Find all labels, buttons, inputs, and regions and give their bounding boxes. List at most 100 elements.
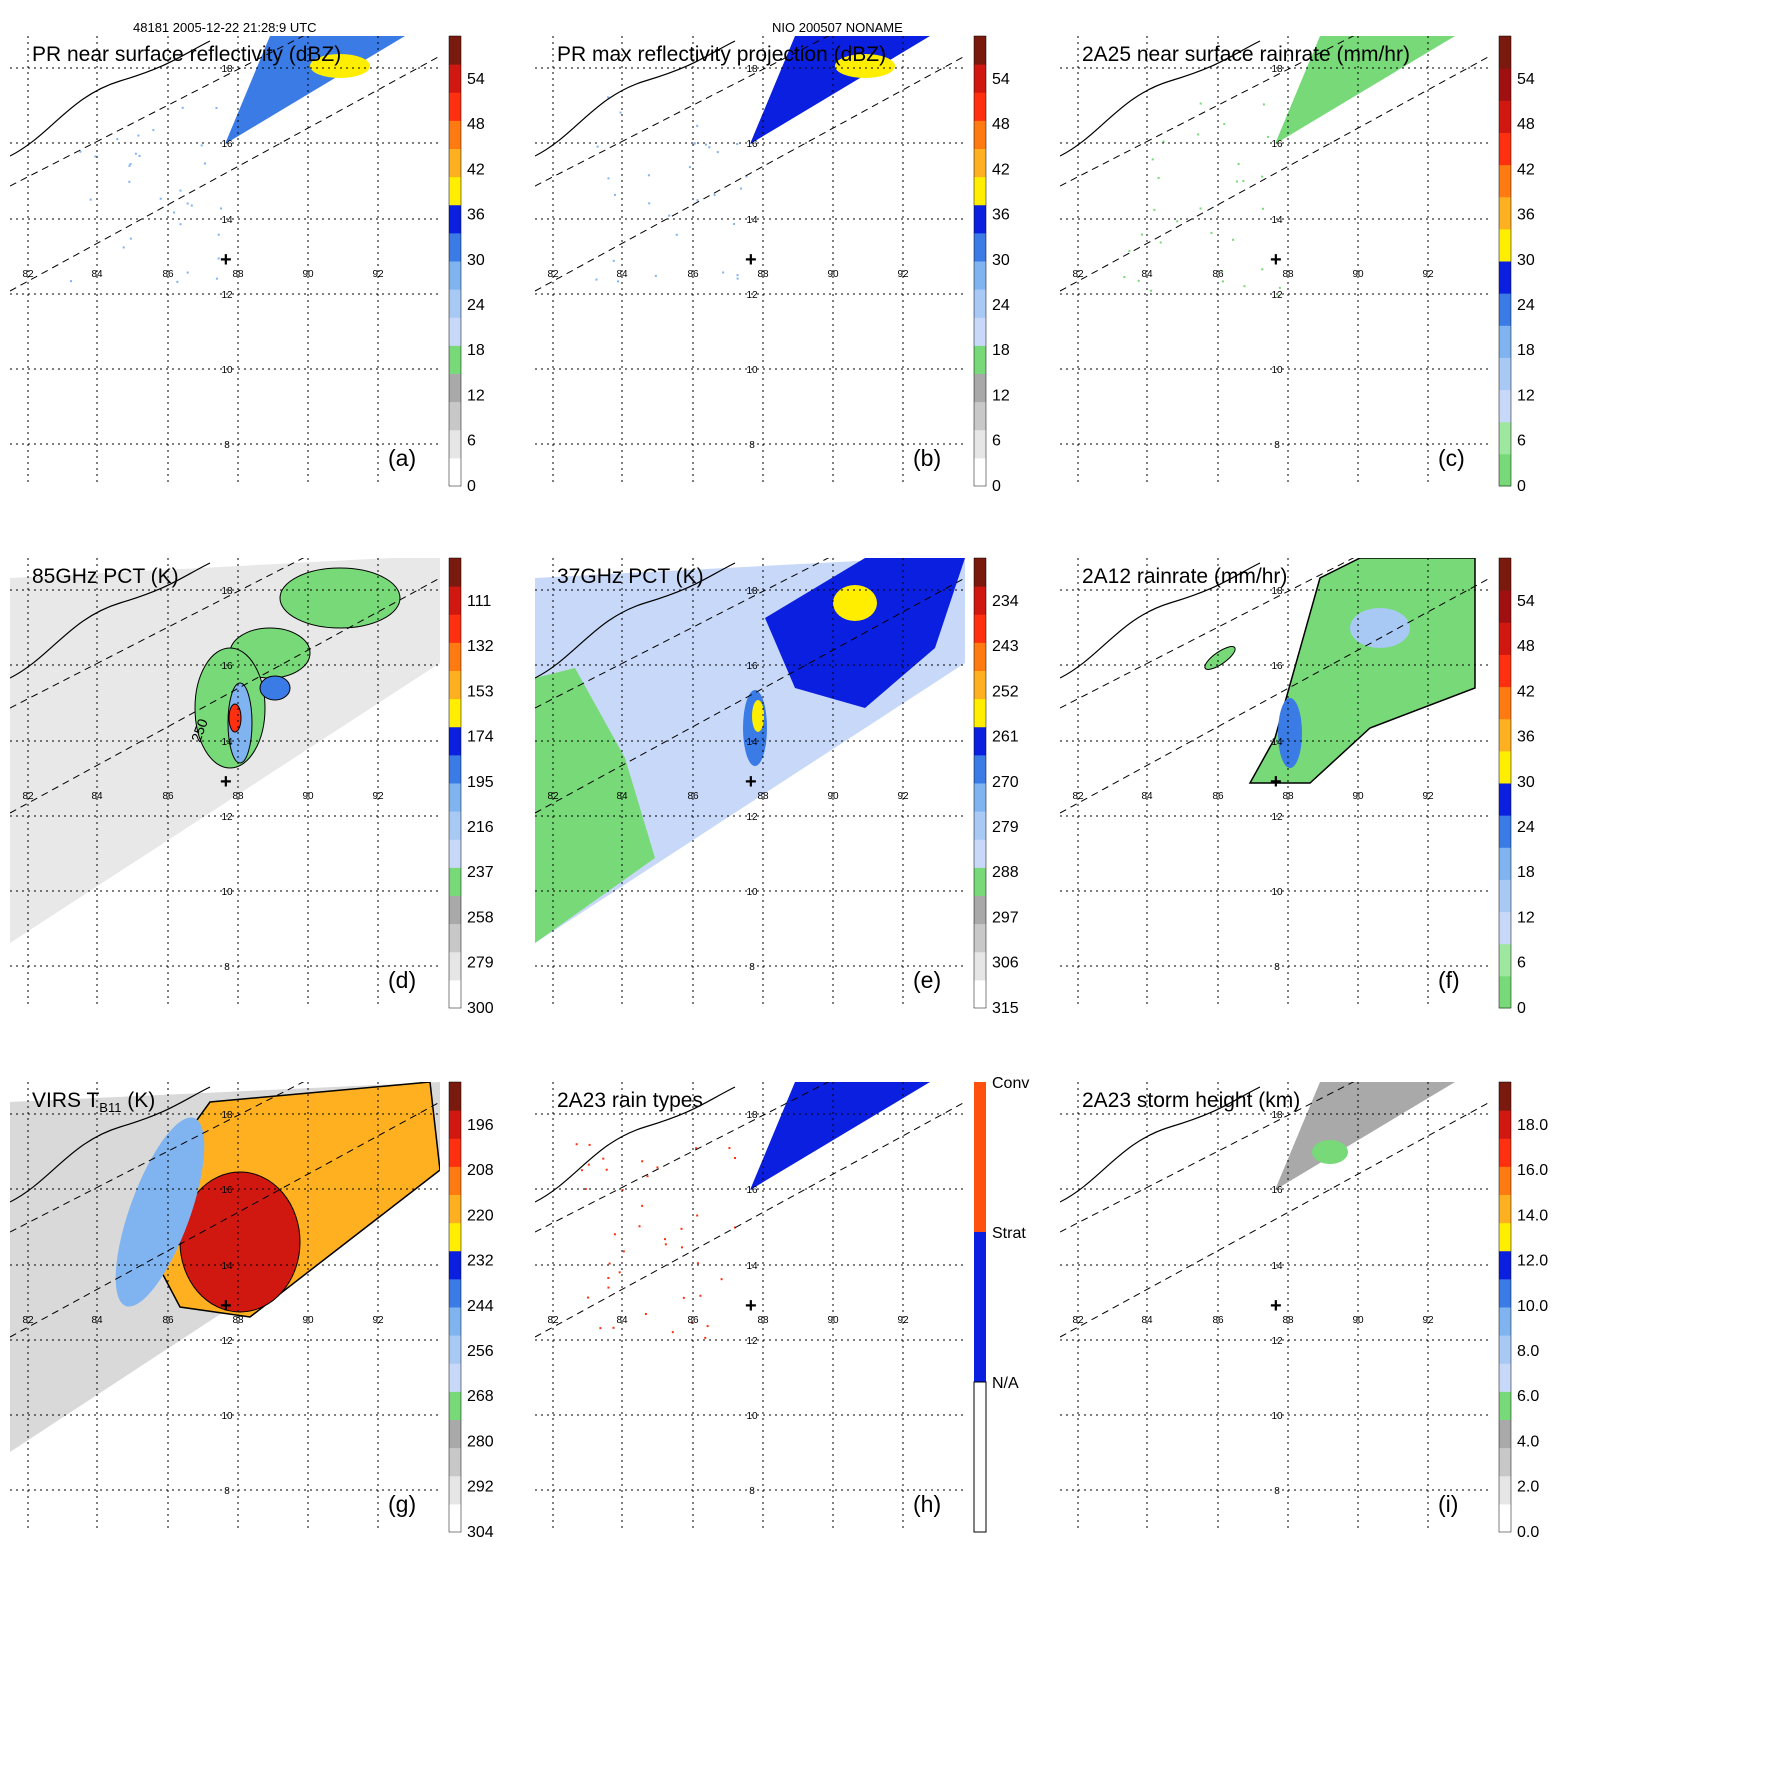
scattered-echo	[1277, 294, 1280, 297]
deep-convection	[179, 1171, 301, 1313]
y-tick-label: 18	[746, 1110, 758, 1121]
scattered-echo	[713, 193, 716, 196]
panel-title: 85GHz PCT (K)	[32, 565, 179, 588]
colorbar-tick-label: 243	[992, 638, 1019, 655]
colorbar-tick-label: 6	[1517, 955, 1526, 972]
colorbar-label: N/A	[992, 1375, 1019, 1392]
colorbar-swatch	[974, 586, 986, 615]
colorbar-tick-label: 24	[1517, 819, 1535, 836]
colorbar-swatch	[449, 120, 461, 149]
colorbar-tick-label: 42	[1517, 683, 1535, 700]
scattered-echo	[736, 274, 739, 277]
colorbar-tick-label: 30	[1517, 774, 1535, 791]
colorbar-swatch	[974, 429, 986, 459]
colorbar-swatch	[1499, 654, 1511, 688]
y-tick-label: 14	[746, 1261, 758, 1272]
colorbar-swatch	[449, 176, 461, 206]
colorbar-tick-label: 0	[467, 478, 476, 495]
colorbar-swatch	[449, 1250, 461, 1280]
conv-pixel	[641, 1204, 644, 1207]
colorbar-tick-label: 54	[1517, 71, 1535, 88]
colorbar-tick-label: 315	[992, 1000, 1019, 1017]
coastline	[10, 40, 211, 157]
colorbar-swatch	[449, 1194, 461, 1224]
scattered-echo	[619, 111, 622, 114]
colorbar-swatch	[974, 120, 986, 149]
scattered-echo	[736, 277, 739, 280]
scattered-echo	[613, 193, 616, 196]
scattered-echo	[1176, 220, 1179, 223]
y-tick-label: 14	[221, 737, 233, 748]
colorbar-swatch	[1499, 1447, 1511, 1477]
x-tick-label: 88	[1282, 791, 1294, 802]
colorbar-tick-label: 220	[467, 1207, 494, 1224]
contour-label: 250	[188, 716, 211, 744]
cloud-edge	[115, 1117, 205, 1307]
swath-edge	[10, 1101, 440, 1338]
colorbar-tick-label: 252	[992, 683, 1019, 700]
colorbar-frame	[973, 557, 987, 1009]
colorbar-swatch	[1499, 196, 1511, 230]
colorbar-swatch	[449, 1166, 461, 1195]
scattered-echo	[722, 271, 725, 274]
colorbar-swatch	[1499, 389, 1511, 423]
colorbar-tick-label: 268	[467, 1388, 494, 1405]
panel-label: (h)	[913, 1491, 941, 1517]
conv-pixel	[641, 1160, 644, 1163]
colorbar-tick-label: 279	[992, 819, 1019, 836]
colorbar-swatch	[449, 64, 461, 93]
colorbar-tick-label: 2.0	[1517, 1479, 1539, 1496]
x-tick-label: 84	[616, 269, 628, 280]
colorbar-swatch	[1499, 1391, 1511, 1420]
conv-pixel	[613, 1233, 616, 1236]
x-tick-label: 86	[1212, 791, 1224, 802]
colorbar-swatch	[1499, 622, 1511, 655]
panel-title: 2A23 rain types	[557, 1089, 703, 1112]
conv-pixel	[664, 1243, 667, 1246]
x-tick-label: 92	[1422, 791, 1434, 802]
colorbar-tick-label: 6.0	[1517, 1388, 1539, 1405]
conv-pixel	[584, 1188, 587, 1191]
colorbar-swatch	[974, 373, 986, 403]
colorbar-swatch	[1499, 879, 1511, 913]
colorbar-tick-label: 18	[467, 342, 485, 359]
y-tick-label: 16	[221, 139, 233, 150]
colorbar-swatch	[974, 36, 986, 65]
colorbar-swatch	[1499, 590, 1511, 623]
colorbar-tick-label: 6	[467, 433, 476, 450]
conv-pixel	[587, 1163, 590, 1166]
y-tick-label: 18	[746, 586, 758, 597]
colorbar-tick-label: 0	[992, 478, 1001, 495]
colorbar-swatch	[449, 754, 461, 784]
colorbar-swatch	[974, 754, 986, 784]
colorbar-swatch	[974, 726, 986, 756]
y-tick-label: 16	[1271, 1185, 1283, 1196]
x-tick-label: 82	[547, 791, 559, 802]
conv-pixel	[575, 1143, 578, 1146]
colorbar-swatch	[449, 36, 461, 65]
x-tick-label: 92	[1422, 269, 1434, 280]
colorbar-swatch	[449, 642, 461, 671]
colorbar-swatch	[1499, 325, 1511, 358]
colorbar-tick-label: 14.0	[1517, 1207, 1548, 1224]
colorbar-tick-label: 280	[467, 1433, 494, 1450]
colorbar-swatch	[974, 783, 986, 812]
colorbar-tick-label: 0	[1517, 1000, 1526, 1017]
y-tick-label: 12	[1271, 812, 1283, 823]
swath-edge	[1060, 1082, 1355, 1233]
panel-a: 82 84 86 88 90 92 18 16 14 12 10 8 + PR near surface …	[10, 35, 485, 495]
scattered-echo	[179, 189, 182, 192]
panel-title: 2A25 near surface rainrate (mm/hr)	[1082, 43, 1410, 66]
y-tick-label: 12	[746, 290, 758, 301]
scattered-echo	[688, 166, 691, 169]
moderate-rain	[1350, 608, 1410, 648]
colorbar-tick-label: 24	[467, 297, 485, 314]
colorbar-tick-label: 10.0	[1517, 1298, 1548, 1315]
x-tick-label: 90	[827, 269, 839, 280]
scattered-echo	[1221, 280, 1224, 283]
swath-edge	[1060, 36, 1355, 187]
y-tick-label: 10	[221, 1411, 233, 1422]
colorbar-tick-label: 12	[1517, 387, 1535, 404]
y-tick-label: 14	[746, 215, 758, 226]
colorbar-tick-label: 18	[1517, 864, 1535, 881]
